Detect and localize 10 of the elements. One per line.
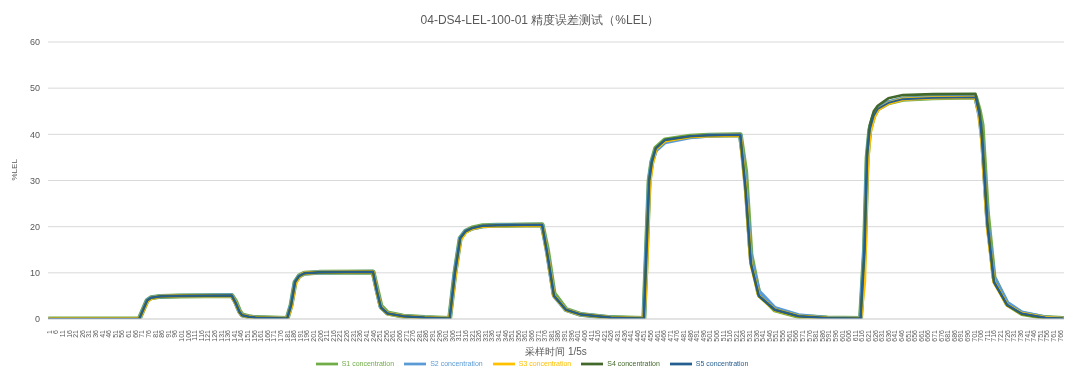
y-tick-label: 20 xyxy=(29,221,40,232)
chart-title: 04-DS4-LEL-100-01 精度误差测试（%LEL） xyxy=(419,12,661,29)
x-axis-title: 采样时间 1/5s xyxy=(525,346,587,357)
y-tick-label: 30 xyxy=(29,175,40,186)
y-tick-label: 60 xyxy=(29,37,40,48)
y-tick-label: 50 xyxy=(29,83,40,94)
y-tick-label: 40 xyxy=(29,129,40,140)
y-tick-label: 10 xyxy=(29,268,40,279)
y-tick-label: 0 xyxy=(34,314,40,325)
y-axis-title: %LEL xyxy=(9,158,19,181)
